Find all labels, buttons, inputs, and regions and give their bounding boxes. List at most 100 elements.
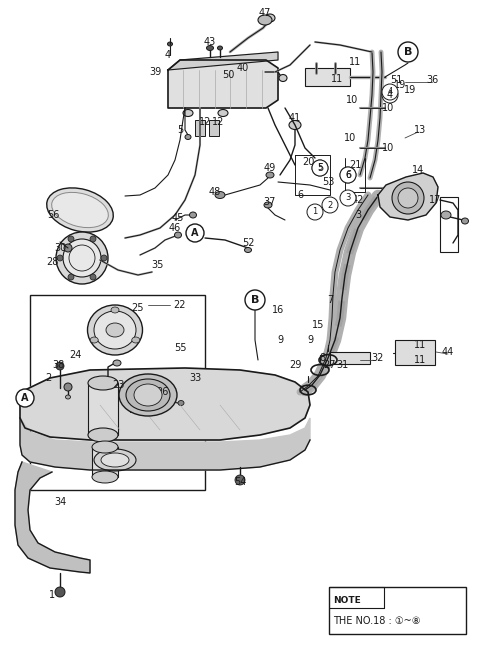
Text: 16: 16 — [272, 305, 284, 315]
Text: 31: 31 — [336, 360, 348, 370]
Text: B: B — [251, 295, 259, 305]
Circle shape — [68, 274, 74, 280]
Text: 20: 20 — [302, 157, 314, 167]
Polygon shape — [168, 60, 278, 108]
Text: A: A — [191, 228, 199, 238]
Text: 5: 5 — [317, 163, 323, 173]
Text: 37: 37 — [264, 197, 276, 207]
Text: 13: 13 — [414, 125, 426, 135]
Ellipse shape — [266, 172, 274, 178]
Text: 51: 51 — [390, 75, 402, 85]
Circle shape — [340, 167, 356, 183]
Ellipse shape — [258, 15, 272, 25]
Text: 7: 7 — [327, 295, 333, 305]
Ellipse shape — [63, 239, 101, 277]
Circle shape — [312, 160, 328, 176]
Ellipse shape — [94, 311, 136, 349]
Text: 47: 47 — [259, 8, 271, 18]
Bar — [395, 340, 435, 365]
Polygon shape — [20, 418, 310, 470]
Text: 52: 52 — [242, 238, 254, 248]
Ellipse shape — [106, 323, 124, 337]
Circle shape — [382, 87, 398, 103]
Ellipse shape — [398, 188, 418, 208]
Text: 5: 5 — [317, 164, 323, 172]
Text: 6: 6 — [345, 170, 351, 179]
Ellipse shape — [441, 211, 451, 219]
Circle shape — [68, 236, 74, 242]
Ellipse shape — [218, 109, 228, 117]
Text: 33: 33 — [189, 373, 201, 383]
Ellipse shape — [206, 45, 214, 50]
Ellipse shape — [90, 337, 98, 343]
Ellipse shape — [215, 191, 225, 198]
Ellipse shape — [168, 42, 172, 46]
Text: 4: 4 — [165, 50, 171, 60]
Text: 10: 10 — [382, 143, 394, 153]
Polygon shape — [168, 52, 278, 70]
Ellipse shape — [190, 212, 196, 218]
Circle shape — [398, 42, 418, 62]
Polygon shape — [15, 462, 90, 573]
Ellipse shape — [92, 441, 118, 453]
Circle shape — [340, 167, 356, 183]
Text: 9: 9 — [307, 335, 313, 345]
Text: 56: 56 — [47, 210, 59, 220]
Circle shape — [55, 587, 65, 597]
Ellipse shape — [279, 75, 287, 81]
Ellipse shape — [126, 379, 170, 411]
Text: 25: 25 — [132, 303, 144, 313]
Text: 24: 24 — [69, 350, 81, 360]
Ellipse shape — [461, 218, 468, 224]
Ellipse shape — [92, 471, 118, 483]
Bar — [330, 352, 370, 364]
Ellipse shape — [65, 395, 71, 399]
Text: 36: 36 — [426, 75, 438, 85]
Text: 32: 32 — [372, 353, 384, 363]
Ellipse shape — [88, 428, 118, 442]
Circle shape — [312, 160, 328, 176]
Text: 3: 3 — [355, 210, 361, 220]
Polygon shape — [378, 173, 438, 220]
Circle shape — [90, 274, 96, 280]
Text: 49: 49 — [264, 163, 276, 173]
Circle shape — [235, 475, 245, 485]
Text: 3: 3 — [345, 193, 351, 202]
Text: 21: 21 — [349, 160, 361, 170]
Text: 4: 4 — [387, 88, 393, 96]
Bar — [130, 387, 162, 412]
Circle shape — [382, 84, 398, 100]
Text: 1: 1 — [312, 208, 318, 217]
Ellipse shape — [52, 193, 108, 228]
Ellipse shape — [185, 134, 191, 140]
Ellipse shape — [119, 374, 177, 416]
Circle shape — [101, 255, 107, 261]
Ellipse shape — [94, 449, 136, 471]
Ellipse shape — [178, 400, 184, 405]
Text: 39: 39 — [149, 67, 161, 77]
Text: 10: 10 — [346, 95, 358, 105]
Text: 35: 35 — [152, 260, 164, 270]
Ellipse shape — [56, 232, 108, 284]
Ellipse shape — [264, 202, 272, 208]
Circle shape — [56, 362, 64, 370]
Ellipse shape — [64, 383, 72, 391]
Text: 5: 5 — [177, 125, 183, 135]
Circle shape — [90, 236, 96, 242]
Circle shape — [16, 389, 34, 407]
Text: 6: 6 — [345, 170, 351, 180]
Text: 19: 19 — [394, 80, 406, 90]
Bar — [209, 120, 219, 136]
Text: 42: 42 — [352, 195, 364, 205]
Circle shape — [186, 224, 204, 242]
Text: 54: 54 — [234, 477, 246, 487]
Text: 14: 14 — [412, 165, 424, 175]
Text: 12: 12 — [212, 117, 224, 127]
Ellipse shape — [265, 14, 275, 22]
Text: 4: 4 — [387, 90, 393, 100]
Text: 53: 53 — [322, 177, 334, 187]
Text: 23: 23 — [112, 380, 124, 390]
Text: 27: 27 — [324, 360, 336, 370]
Text: 28: 28 — [46, 257, 58, 267]
Text: THE NO.18 : ①~⑧: THE NO.18 : ①~⑧ — [333, 616, 420, 626]
